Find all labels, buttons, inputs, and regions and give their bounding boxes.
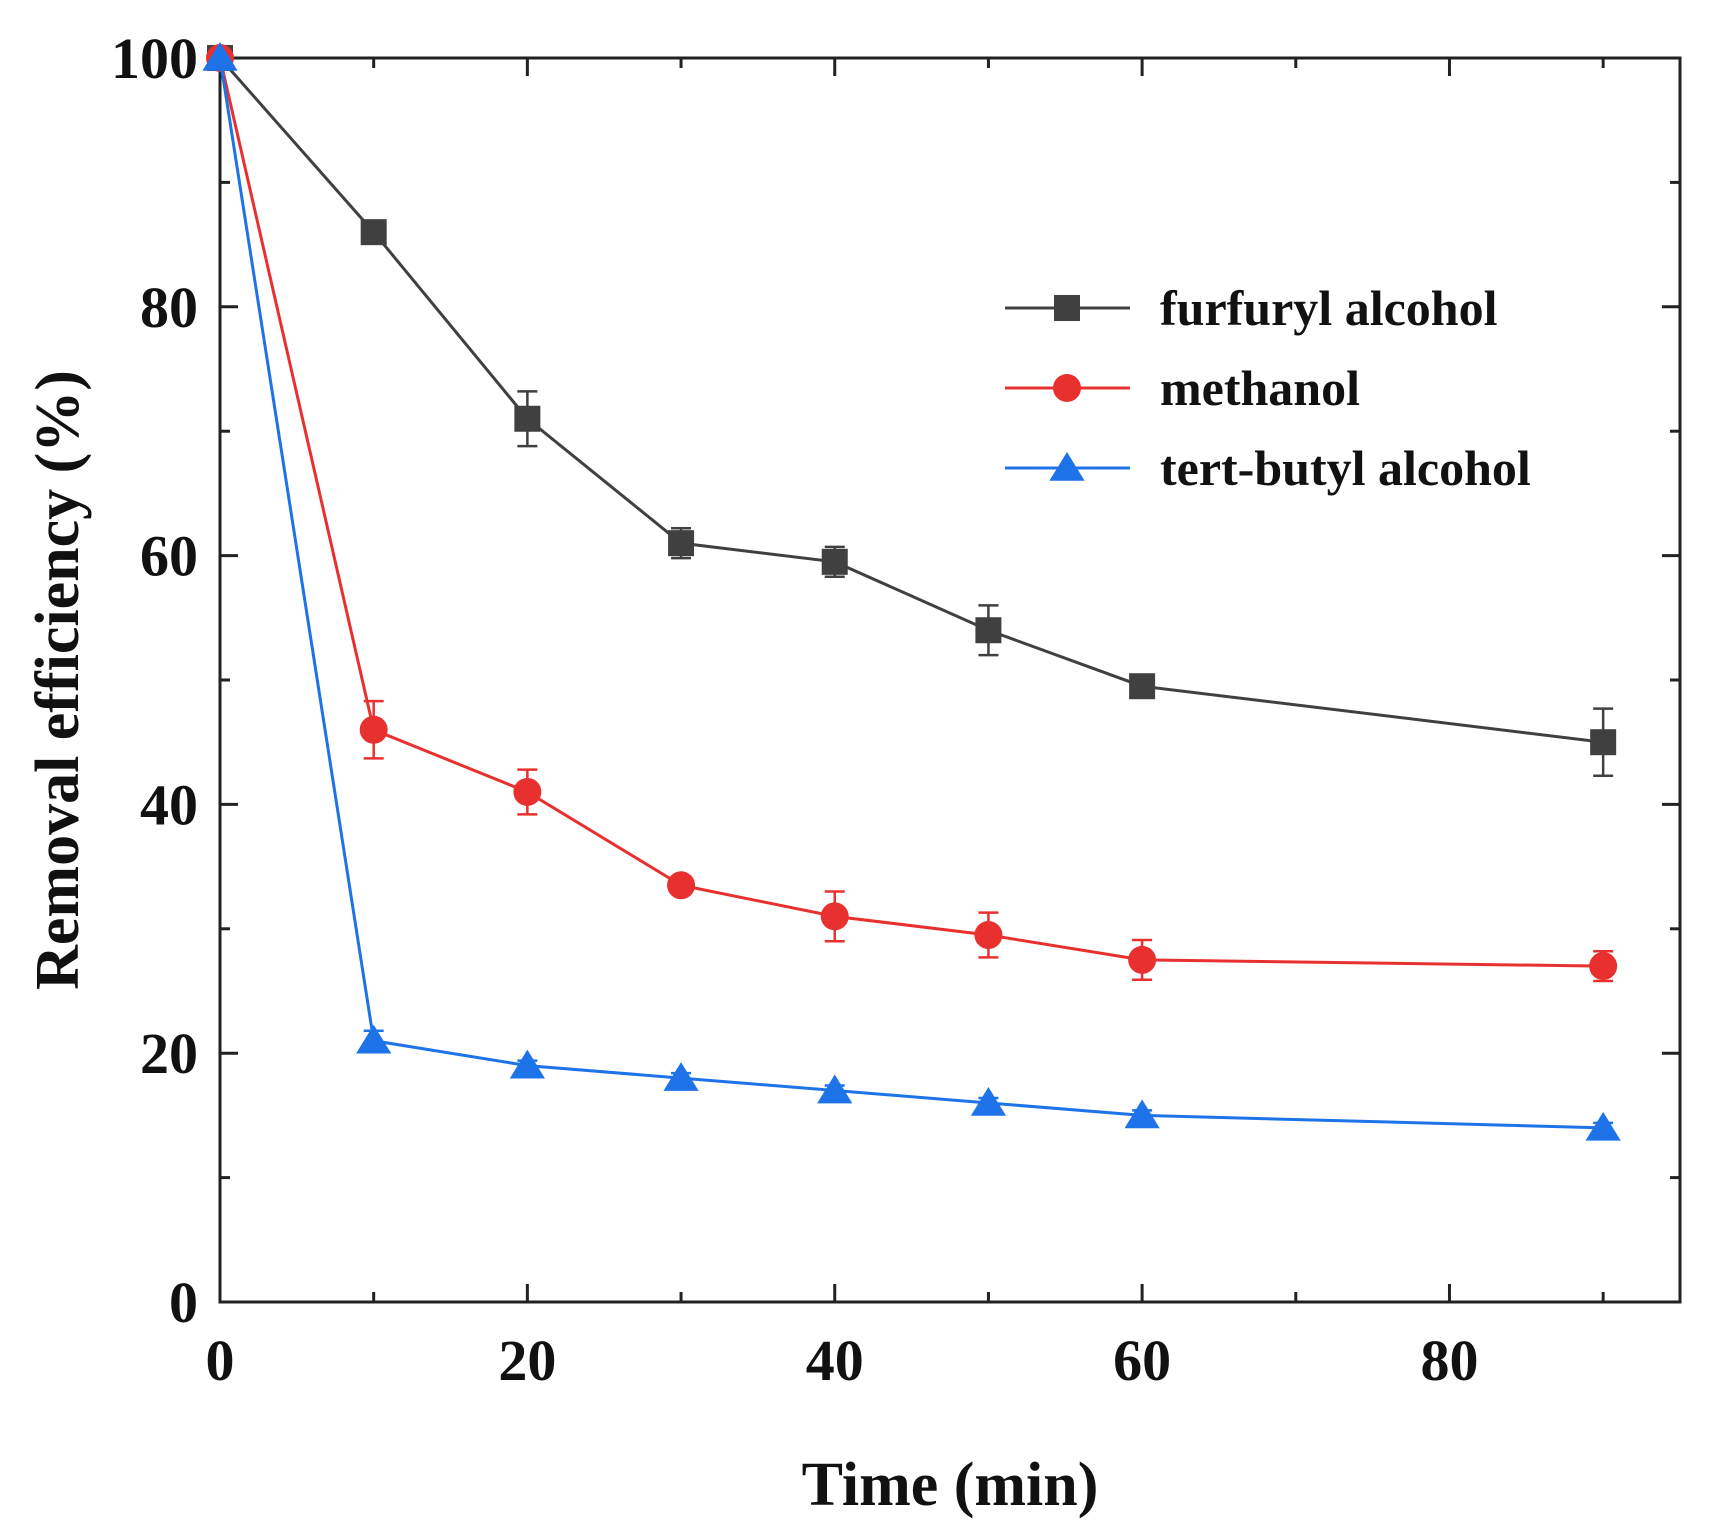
data-point [667, 871, 696, 900]
series-line [218, 57, 1604, 1130]
series-line [218, 57, 1604, 968]
series-methanol [206, 44, 1618, 983]
y-tick-label: 80 [140, 275, 198, 340]
axes-layer: 0 20 40 60 80 0 20 40 60 80 100 [111, 26, 1682, 1393]
x-tick-label: 20 [498, 1328, 556, 1393]
data-point [974, 921, 1003, 950]
data-point [1129, 673, 1156, 700]
legend-marker [1053, 374, 1081, 402]
legend-label: tert-butyl alcohol [1160, 440, 1531, 496]
data-point [975, 617, 1002, 644]
legend-label: furfuryl alcohol [1160, 280, 1498, 336]
data-point [820, 902, 849, 931]
legend: furfuryl alcohol methanol tert-butyl alcoh… [1005, 280, 1531, 496]
y-tick-label: 60 [140, 524, 198, 589]
data-point [513, 777, 542, 806]
data-point [668, 530, 695, 557]
series-furfuryl-alcohol [207, 45, 1617, 778]
series-layer [202, 42, 1621, 1141]
y-tick-label: 40 [140, 772, 198, 837]
data-point [356, 1024, 392, 1054]
plot-frame [218, 56, 1682, 1304]
legend-label: methanol [1160, 360, 1360, 416]
data-point [1590, 729, 1617, 756]
series-line [218, 57, 1604, 744]
data-point [970, 1086, 1007, 1116]
x-tick-label: 60 [1113, 1328, 1171, 1393]
x-tick-label: 40 [806, 1328, 864, 1393]
series-tert-butyl-alcohol [202, 42, 1621, 1141]
x-tick-label: 0 [206, 1328, 235, 1393]
data-point [514, 405, 541, 432]
x-axis-title: Time (min) [802, 1451, 1099, 1519]
data-point [663, 1062, 699, 1091]
legend-marker [1054, 295, 1080, 321]
y-tick-label: 100 [111, 26, 198, 91]
data-point [1124, 1099, 1160, 1129]
data-point [1585, 1111, 1621, 1141]
legend-marker [1049, 452, 1085, 481]
data-point [817, 1074, 853, 1104]
data-point [509, 1049, 545, 1079]
data-point [202, 42, 238, 71]
data-point [1589, 952, 1618, 981]
x-tick-label: 80 [1420, 1328, 1478, 1393]
y-axis-title: Removal efficiency (%) [24, 370, 92, 990]
data-point [821, 548, 848, 575]
data-point [360, 219, 387, 246]
data-point [1128, 945, 1157, 974]
y-tick-label: 20 [140, 1021, 198, 1086]
data-point [359, 715, 388, 744]
y-tick-label: 0 [169, 1270, 198, 1335]
